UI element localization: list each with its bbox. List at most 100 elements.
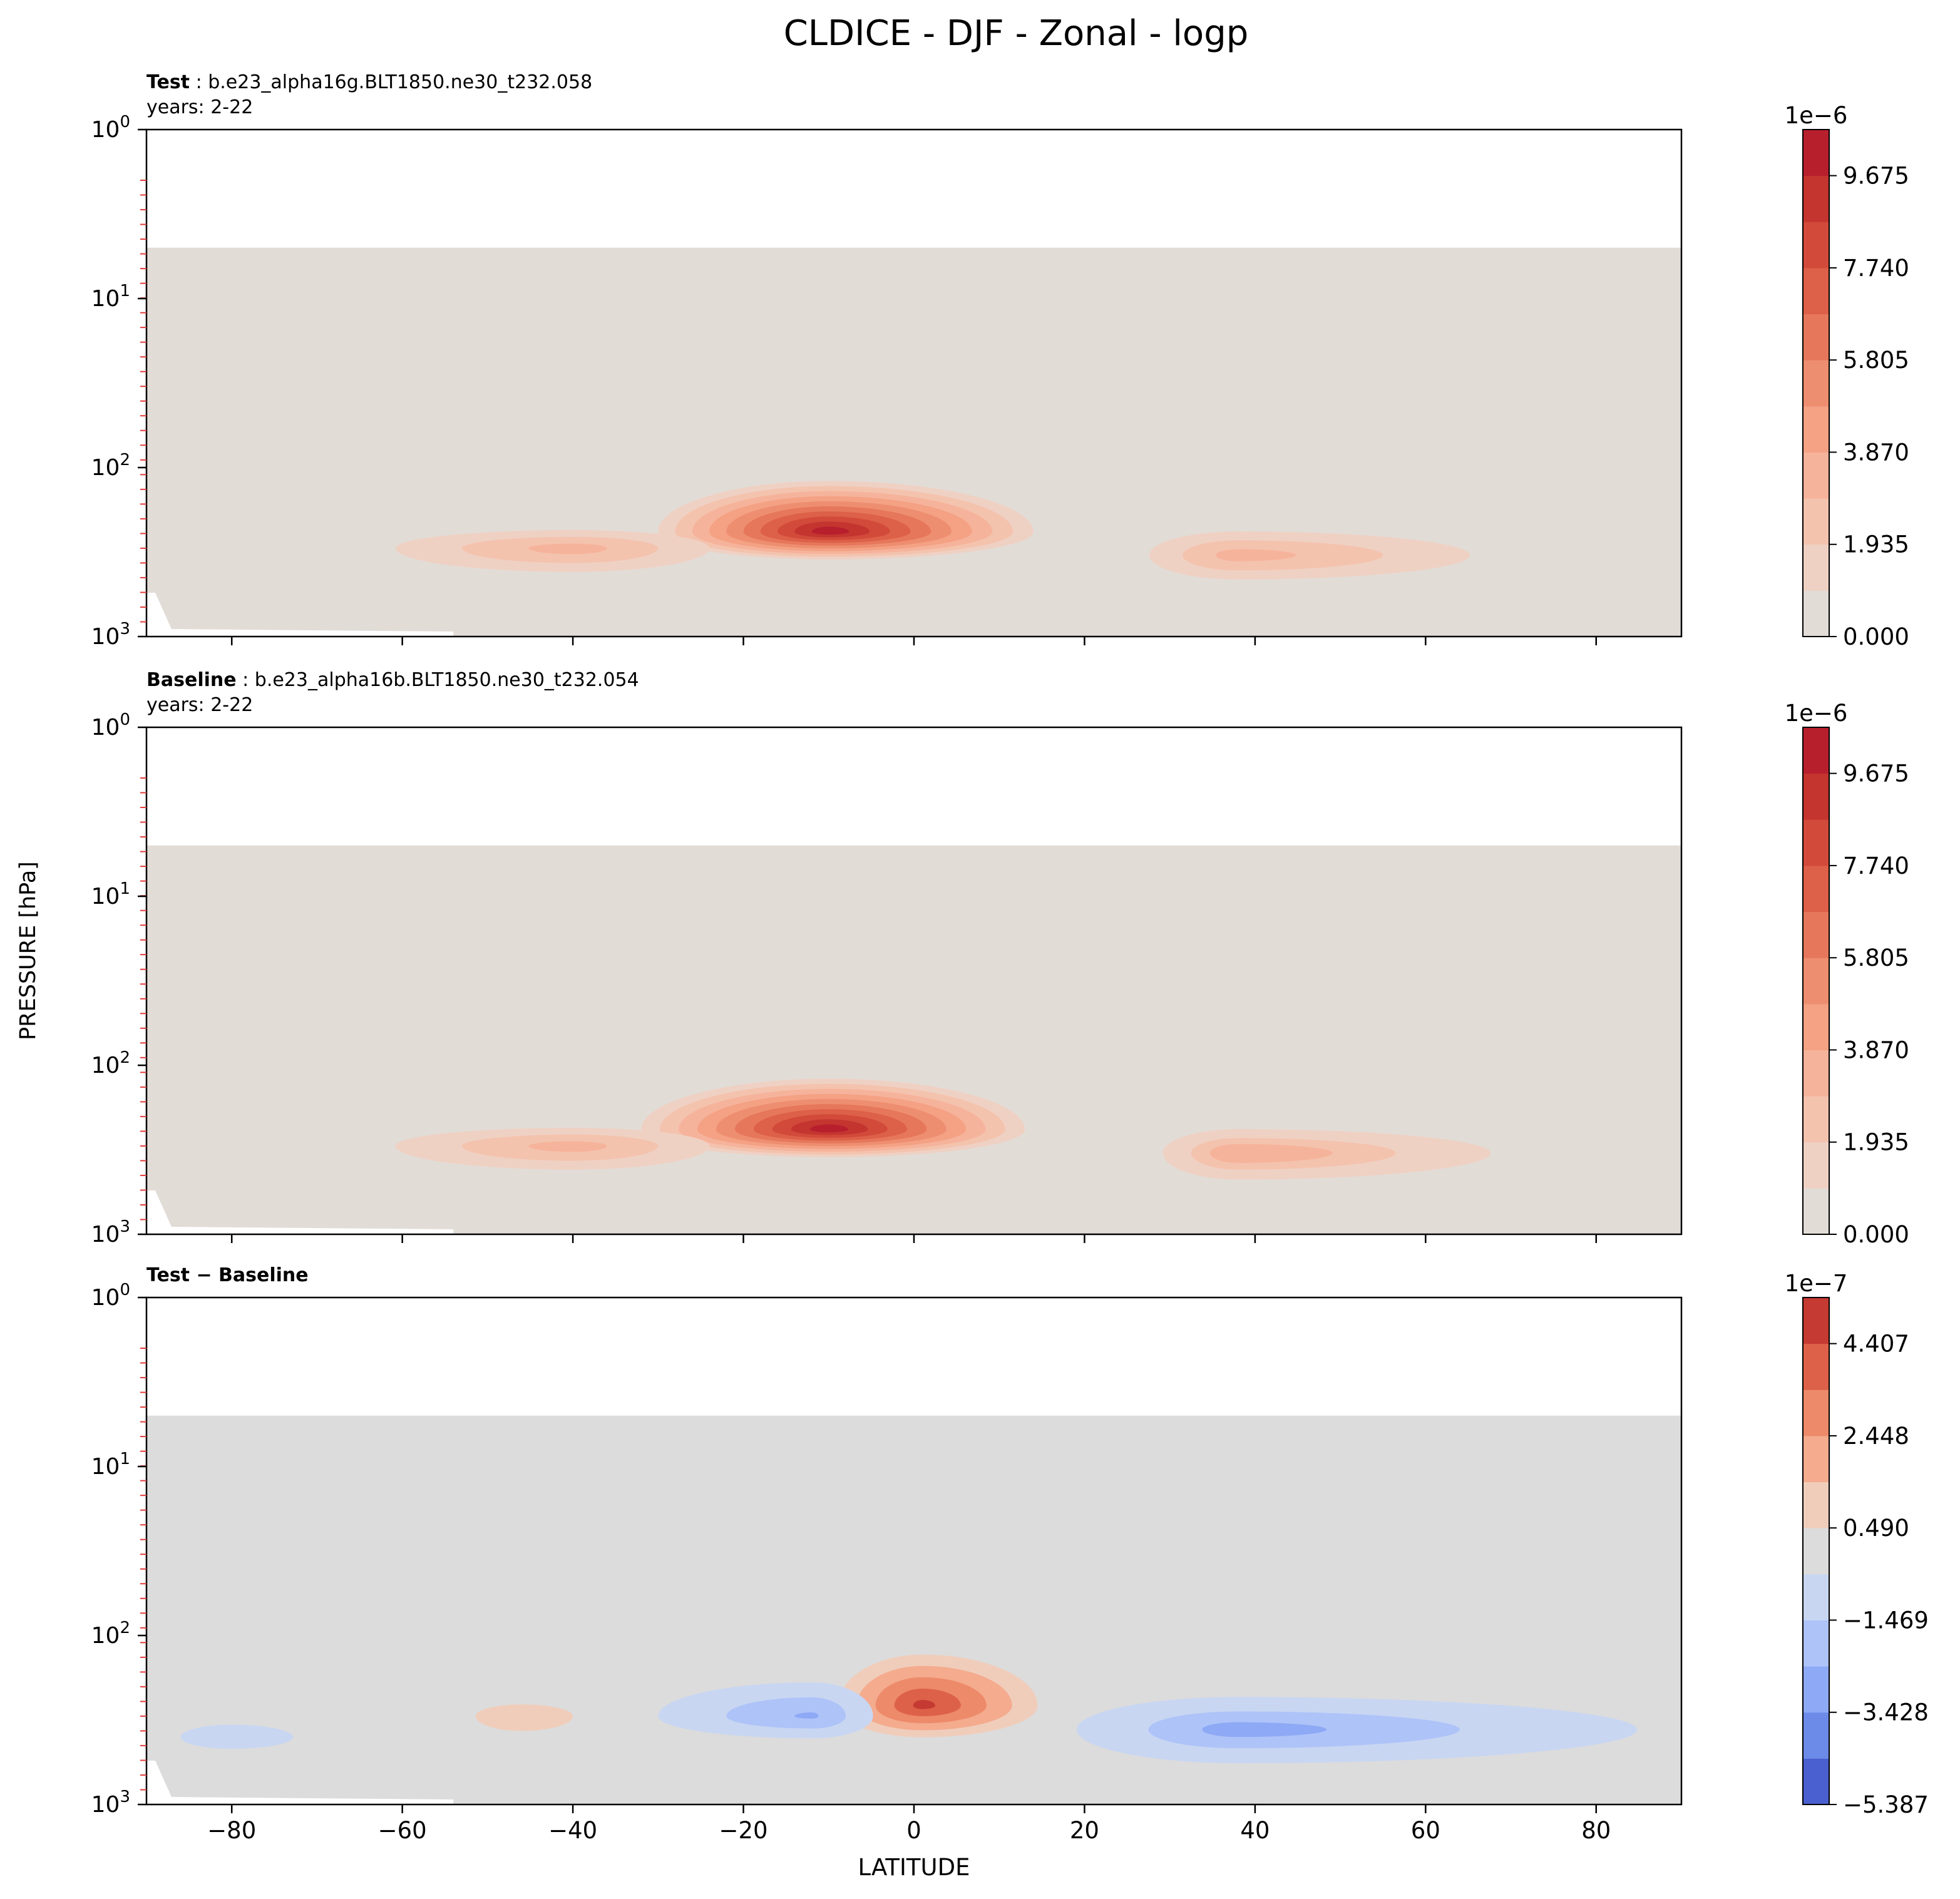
contour-level <box>794 1712 819 1719</box>
contour-feature <box>180 1724 294 1749</box>
panel-title-bold: Baseline <box>146 669 237 691</box>
panel-title-bold: Test − Baseline <box>146 1264 309 1286</box>
colorbar-segment <box>1803 1712 1829 1759</box>
colorbar-tick-label: 7.740 <box>1843 852 1909 879</box>
x-tick-label: 40 <box>1240 1817 1270 1844</box>
colorbar-segment <box>1803 1758 1829 1805</box>
contour-feature <box>658 1682 873 1739</box>
panel-test: Test : b.e23_alpha16g.BLT1850.ne30_t232.… <box>91 71 1909 650</box>
colorbar-segment <box>1803 1482 1829 1528</box>
contour-level <box>550 546 590 551</box>
colorbar-tick-label: 1.935 <box>1843 1129 1909 1156</box>
contour-feature <box>1149 531 1470 580</box>
colorbar-segment <box>1803 1096 1829 1143</box>
colorbar-segment <box>1803 911 1829 958</box>
panel-title-rest: : b.e23_alpha16b.BLT1850.ne30_t232.054 <box>237 669 639 691</box>
colorbar-segment <box>1803 958 1829 1005</box>
colorbar: 9.675 7.740 5.805 3.870 1.935 0.000 1e−6 <box>1785 700 1909 1248</box>
surface-mask <box>146 593 454 637</box>
panel-title-rest: : b.e23_alpha16g.BLT1850.ne30_t232.058 <box>190 71 592 93</box>
colorbar-segment <box>1803 498 1829 545</box>
colorbar-segment <box>1803 452 1829 499</box>
contour-feature <box>395 1127 710 1170</box>
colorbar-tick-label: 5.805 <box>1843 944 1909 971</box>
panels: Test : b.e23_alpha16g.BLT1850.ne30_t232.… <box>91 71 1929 1844</box>
panel-title: Test : b.e23_alpha16g.BLT1850.ne30_t232.… <box>146 71 592 93</box>
colorbar-frame <box>1802 129 1830 637</box>
colorbar-tick-label: 7.740 <box>1843 255 1909 282</box>
panel-difference: Test − Baseline 100 101 102 103 −80 −60 −40 −20 0… <box>91 1264 1929 1844</box>
colorbar-segment <box>1803 1298 1829 1344</box>
contour-level <box>913 1699 936 1709</box>
colorbar: 9.675 7.740 5.805 3.870 1.935 0.000 1e−6 <box>1785 102 1909 650</box>
y-tick-label: 101 <box>91 282 130 312</box>
field-background <box>146 845 1681 1234</box>
contour-level <box>1226 552 1267 558</box>
colorbar-segment <box>1803 544 1829 591</box>
colorbar-segment <box>1803 1050 1829 1097</box>
colorbar-tick-label: 2.448 <box>1843 1423 1909 1450</box>
contour-level <box>550 1144 590 1149</box>
colorbar-frame <box>1802 1297 1830 1805</box>
colorbar-segment <box>1803 773 1829 820</box>
contour-level <box>1228 1150 1270 1157</box>
colorbar-segment <box>1803 1666 1829 1713</box>
colorbar-segment <box>1803 360 1829 407</box>
colorbar-tick-label: 3.870 <box>1843 439 1909 466</box>
y-tick-label: 101 <box>91 1450 130 1480</box>
colorbar-segment <box>1803 267 1829 315</box>
colorbar-multiplier: 1e−6 <box>1785 102 1848 129</box>
colorbar-tick-label: 0.000 <box>1843 623 1909 650</box>
colorbar-segment <box>1803 819 1829 866</box>
plot-area <box>146 845 1681 1234</box>
colorbar-segment <box>1803 590 1829 637</box>
colorbar-segment <box>1803 222 1829 269</box>
contour-feature <box>641 1078 1025 1157</box>
colorbar-tick-label: 3.870 <box>1843 1037 1909 1063</box>
field-background <box>146 247 1681 637</box>
x-tick-label: −40 <box>548 1817 597 1844</box>
contour-level <box>223 1735 242 1739</box>
panel-baseline: Baseline : b.e23_alpha16b.BLT1850.ne30_t… <box>91 669 1909 1248</box>
colorbar-multiplier: 1e−7 <box>1785 1270 1848 1297</box>
colorbar-segment <box>1803 1528 1829 1575</box>
colorbar-segment <box>1803 175 1829 222</box>
y-tick-label: 102 <box>91 1619 130 1649</box>
y-tick-label: 101 <box>91 879 130 909</box>
x-tick-label: −60 <box>378 1817 427 1844</box>
x-tick-label: 20 <box>1070 1817 1099 1844</box>
colorbar-segment <box>1803 1003 1829 1050</box>
contour-feature <box>1162 1129 1491 1180</box>
colorbar-frame <box>1802 727 1830 1235</box>
colorbar-segment <box>1803 1188 1829 1235</box>
y-tick-label: 102 <box>91 451 130 481</box>
colorbar-tick-label: 9.675 <box>1843 163 1909 190</box>
colorbar-segment <box>1803 1574 1829 1620</box>
colorbar-multiplier: 1e−6 <box>1785 700 1848 727</box>
plot-area <box>146 247 1681 637</box>
panel-title-bold: Test <box>146 71 190 93</box>
contour-level <box>809 1124 849 1133</box>
x-tick-label: −80 <box>207 1817 256 1844</box>
figure-title: CLDICE - DJF - Zonal - logp <box>784 13 1249 54</box>
surface-mask <box>146 1190 454 1234</box>
colorbar-tick-label: 5.805 <box>1843 347 1909 374</box>
colorbar-segment <box>1803 1435 1829 1483</box>
colorbar-tick-label: 0.490 <box>1843 1515 1909 1542</box>
contour-feature <box>475 1704 573 1731</box>
contour-level <box>1220 1726 1283 1734</box>
contour-level <box>811 526 849 535</box>
x-tick-label: 60 <box>1411 1817 1440 1844</box>
y-tick-label: 100 <box>91 113 130 143</box>
colorbar-tick-label: 0.000 <box>1843 1221 1909 1248</box>
colorbar-segment <box>1803 1620 1829 1667</box>
y-tick-label: 103 <box>91 620 130 650</box>
y-axis-label: PRESSURE [hPa] <box>16 861 41 1040</box>
x-tick-label: 0 <box>906 1817 921 1844</box>
colorbar-tick-label: −1.469 <box>1843 1607 1929 1634</box>
colorbar-tick-label: 1.935 <box>1843 531 1909 558</box>
colorbar-tick-label: −3.428 <box>1843 1699 1929 1726</box>
panel-title: Baseline : b.e23_alpha16b.BLT1850.ne30_t… <box>146 669 639 691</box>
panel-subtitle: years: 2-22 <box>146 96 253 118</box>
